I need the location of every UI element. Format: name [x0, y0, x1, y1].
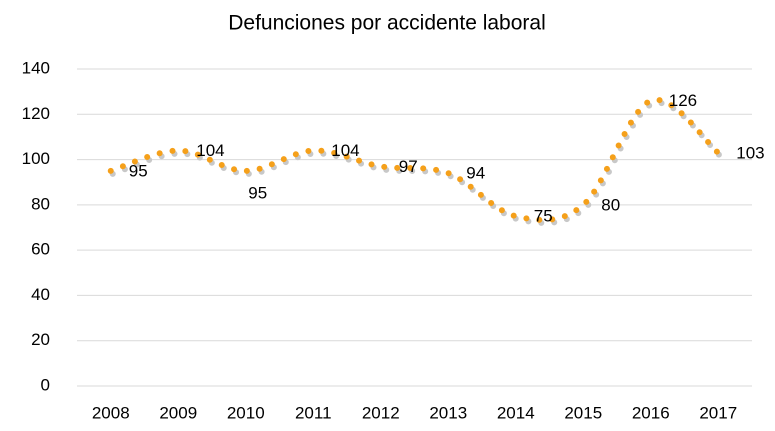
y-tick-label: 80: [31, 194, 50, 213]
x-tick-label: 2014: [497, 403, 535, 422]
x-tick-label: 2009: [159, 403, 197, 422]
y-tick-label: 120: [22, 104, 50, 123]
x-tick-label: 2012: [362, 403, 400, 422]
x-tick-label: 2008: [92, 403, 130, 422]
data-label: 103: [736, 143, 764, 162]
data-label: 75: [534, 207, 553, 226]
data-label: 97: [399, 157, 418, 176]
y-tick-label: 40: [31, 285, 50, 304]
y-tick-label: 100: [22, 149, 50, 168]
y-tick-label: 0: [41, 375, 50, 394]
data-label: 95: [129, 161, 148, 180]
x-tick-label: 2016: [632, 403, 670, 422]
y-tick-label: 60: [31, 240, 50, 259]
data-label: 126: [669, 91, 697, 110]
x-tick-label: 2017: [699, 403, 737, 422]
line: [107, 96, 722, 223]
data-label: 80: [601, 195, 620, 214]
data-label: 104: [331, 141, 359, 160]
y-tick-label: 140: [22, 58, 50, 77]
data-label: 94: [466, 164, 485, 183]
data-label: 104: [196, 141, 224, 160]
y-tick-label: 20: [31, 330, 50, 349]
x-tick-label: 2013: [429, 403, 467, 422]
chart-title: Defunciones por accidente laboral: [228, 12, 546, 35]
x-tick-label: 2015: [564, 403, 602, 422]
x-tick-label: 2011: [295, 403, 332, 422]
x-tick-label: 2010: [227, 403, 265, 422]
data-label: 95: [248, 183, 267, 202]
